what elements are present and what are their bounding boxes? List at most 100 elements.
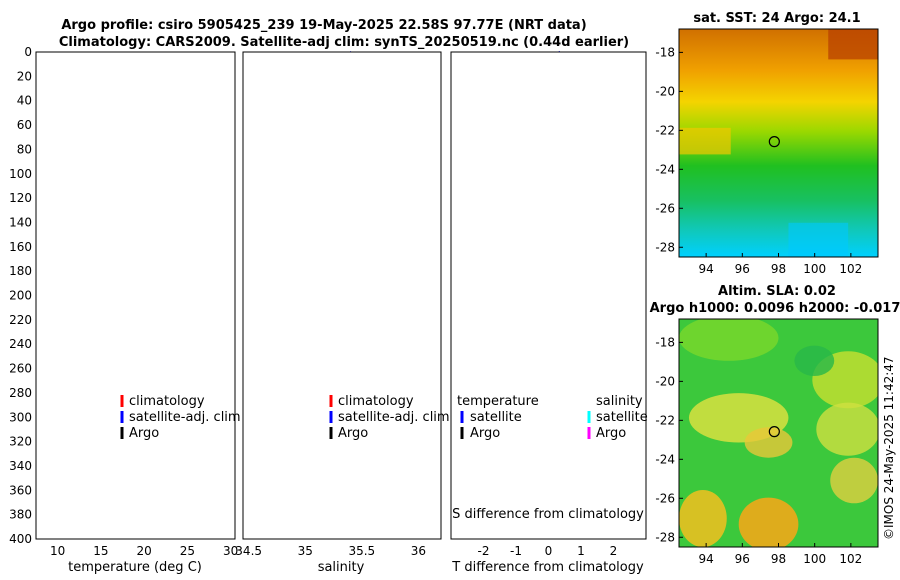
x-tick-label: 35 <box>298 544 313 558</box>
salinity-xlabel: salinity <box>318 560 365 575</box>
y-tick-label: 60 <box>17 118 32 132</box>
legend-label-satellite: satellite-adj. clim <box>338 410 450 425</box>
map-y-tick-label: -20 <box>655 374 675 388</box>
y-tick-label: 220 <box>9 313 32 327</box>
imos-timestamp: ©IMOS 24-May-2025 11:42:47 <box>882 356 896 540</box>
sla-map-title-b: Argo h1000: 0.0096 h2000: -0.017 <box>650 301 900 316</box>
x-tick-label: 36 <box>411 544 426 558</box>
y-tick-label: 340 <box>9 459 32 473</box>
map-y-tick-label: -22 <box>655 413 675 427</box>
map-y-tick-label: -26 <box>655 491 675 505</box>
x-tick-label: 2 <box>610 544 618 558</box>
map-x-tick-label: 98 <box>771 262 786 276</box>
map-y-tick-label: -28 <box>655 240 675 254</box>
x-tick-label: 20 <box>137 544 152 558</box>
map-y-tick-label: -24 <box>655 452 675 466</box>
figure-title-line1: Argo profile: csiro 5905425_239 19-May-2… <box>61 18 586 33</box>
legend-title-salinity: salinity <box>596 394 643 409</box>
sla-patch <box>816 402 878 456</box>
map-y-tick-label: -28 <box>655 530 675 544</box>
difference-xlabel: T difference from climatology <box>451 560 644 575</box>
salinity-axes-box <box>242 51 442 540</box>
sst-yellow-patch <box>679 127 731 155</box>
legend-label-s-satellite: satellite <box>596 410 648 425</box>
map-y-tick-label: -18 <box>655 45 675 59</box>
y-tick-label: 400 <box>9 532 32 546</box>
y-tick-label: 0 <box>24 45 32 59</box>
map-x-tick-label: 100 <box>803 552 826 566</box>
map-y-tick-label: -24 <box>655 162 675 176</box>
map-x-tick-label: 100 <box>803 262 826 276</box>
sst-argo-marker <box>768 136 780 148</box>
y-tick-label: 100 <box>9 167 32 181</box>
y-tick-label: 140 <box>9 215 32 229</box>
map-x-tick-label: 94 <box>698 262 713 276</box>
y-tick-label: 180 <box>9 264 32 278</box>
figure-title-line2: Climatology: CARS2009. Satellite-adj cli… <box>59 35 629 50</box>
difference-xlabel-top: S difference from climatology <box>452 507 644 522</box>
legend-label-t-satellite: satellite <box>470 410 522 425</box>
sst-warm-patch <box>828 29 878 60</box>
y-tick-label: 260 <box>9 362 32 376</box>
sla-patch <box>679 490 727 547</box>
map-x-tick-label: 96 <box>735 262 750 276</box>
legend-label-argo: Argo <box>338 426 368 441</box>
difference-axes-box <box>450 51 647 540</box>
temperature-xlabel: temperature (deg C) <box>68 560 202 575</box>
y-tick-label: 320 <box>9 435 32 449</box>
sla-patch <box>744 427 793 458</box>
x-tick-label: 10 <box>50 544 65 558</box>
x-tick-label: 1 <box>577 544 585 558</box>
y-tick-label: 360 <box>9 483 32 497</box>
x-tick-label: 15 <box>93 544 108 558</box>
difference-legend: temperature satellite Argo salinity sate… <box>457 394 648 441</box>
sst-cool-patch <box>788 222 849 257</box>
y-tick-label: 80 <box>17 142 32 156</box>
temperature-axes-box <box>35 51 236 540</box>
y-tick-label: 200 <box>9 289 32 303</box>
x-tick-label: 0 <box>545 544 553 558</box>
x-tick-label: 25 <box>180 544 195 558</box>
x-tick-label: 35.5 <box>348 544 375 558</box>
sla-patch <box>794 345 835 376</box>
map-y-tick-label: -20 <box>655 84 675 98</box>
sst-map-title: sat. SST: 24 Argo: 24.1 <box>693 11 860 26</box>
y-tick-label: 300 <box>9 410 32 424</box>
map-x-tick-label: 102 <box>839 262 862 276</box>
map-x-tick-label: 102 <box>839 552 862 566</box>
salinity-legend: climatology satellite-adj. clim Argo <box>329 394 450 441</box>
temperature-legend: climatology satellite-adj. clim Argo <box>120 394 241 441</box>
map-x-tick-label: 98 <box>771 552 786 566</box>
map-y-tick-label: -26 <box>655 201 675 215</box>
y-tick-label: 240 <box>9 337 32 351</box>
y-tick-label: 20 <box>17 69 32 83</box>
salinity-panel: 34.5 35 35.5 36 <box>235 50 442 558</box>
x-tick-label: -1 <box>510 544 522 558</box>
y-tick-label: 160 <box>9 240 32 254</box>
sla-argo-marker <box>768 426 780 438</box>
legend-label-argo: Argo <box>129 426 159 441</box>
y-tick-label: 280 <box>9 386 32 400</box>
legend-label-s-argo: Argo <box>596 426 626 441</box>
y-tick-label: 40 <box>17 94 32 108</box>
legend-label-climatology: climatology <box>338 394 414 409</box>
legend-title-temperature: temperature <box>457 394 539 409</box>
map-x-tick-label: 96 <box>735 552 750 566</box>
y-tick-label: 120 <box>9 191 32 205</box>
sla-map-title-a: Altim. SLA: 0.02 <box>718 284 836 299</box>
map-y-tick-label: -18 <box>655 335 675 349</box>
sst-map: sat. SST: 24 Argo: 24.1 94 96 98 <box>655 11 879 276</box>
y-tick-label: 380 <box>9 508 32 522</box>
legend-label-satellite: satellite-adj. clim <box>129 410 241 425</box>
x-tick-label: 30 <box>223 544 238 558</box>
temperature-panel: 10 15 20 25 30020406080100120140160180200220… <box>9 45 238 558</box>
sst-map-image <box>679 29 878 257</box>
sla-map-image <box>679 319 878 547</box>
sla-patch <box>679 319 779 361</box>
sla-patch <box>830 457 878 504</box>
legend-label-climatology: climatology <box>129 394 205 409</box>
x-tick-label: -2 <box>478 544 490 558</box>
legend-label-t-argo: Argo <box>470 426 500 441</box>
